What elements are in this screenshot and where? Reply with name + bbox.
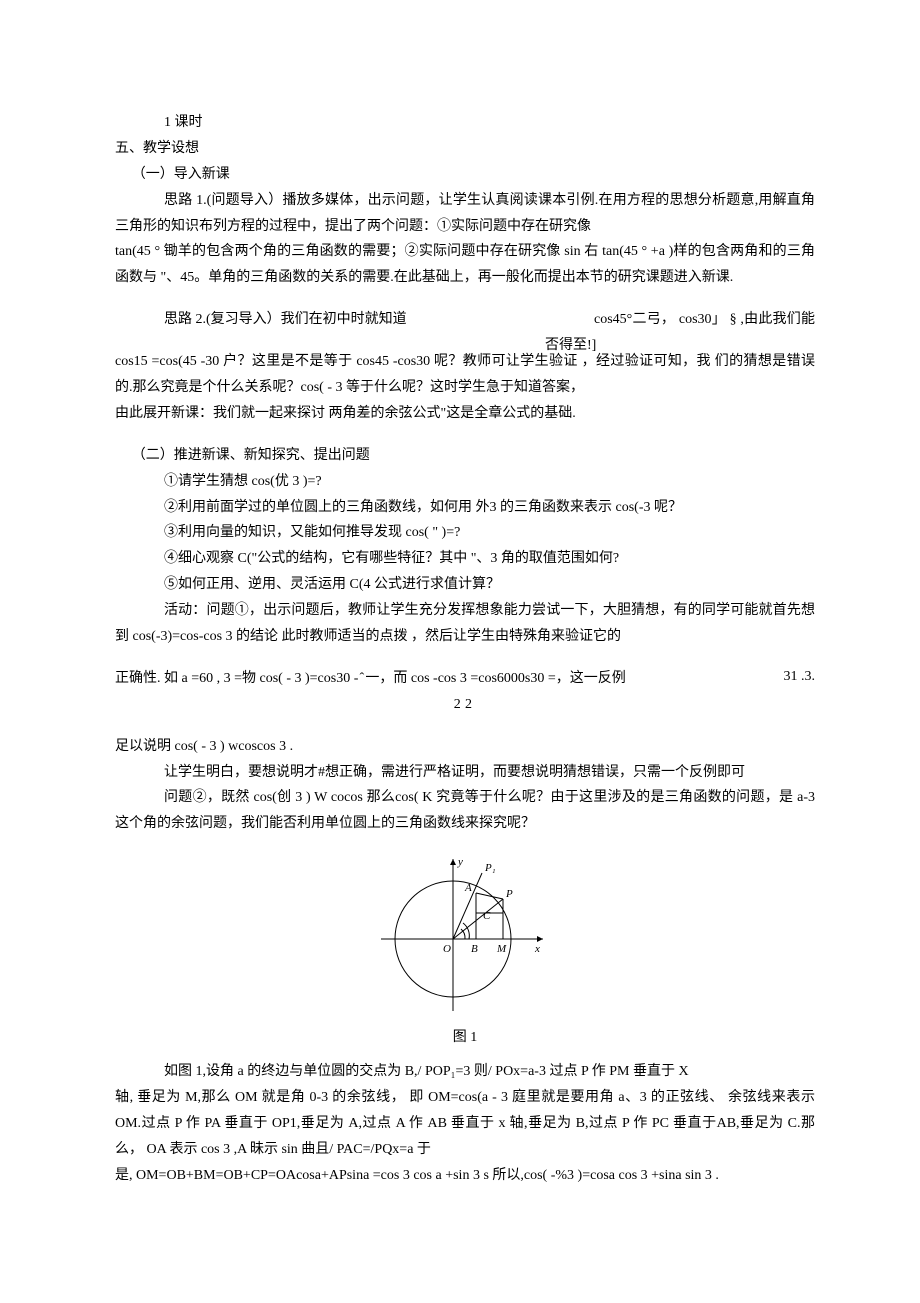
- question-5: ⑤如何正用、逆用、灵活运用 C(4 公式进行求值计算？: [115, 572, 815, 598]
- question-4: ④细心观察 C("公式的结构，它有哪些特征？其中 "、3 角的取值范围如何?: [115, 546, 815, 572]
- svg-text:B: B: [471, 943, 478, 955]
- proof-note: 让学生明白，要想说明才#想正确，需进行严格证明，而要想说明猜想错误，只需一个反例…: [115, 760, 815, 786]
- figure-1-caption: 图 1: [115, 1025, 815, 1051]
- activity-para: 活动：问题①，出示问题后，教师让学生充分发挥想象能力尝试一下，大胆猜想，有的同学…: [115, 598, 815, 650]
- unit-circle-diagram: O x y P₁ A P C B M: [375, 853, 555, 1013]
- svg-text:x: x: [534, 943, 540, 955]
- para-review-right: cos45°二弓， cos30」 § ,由此我们能否得至!]: [545, 307, 815, 359]
- svg-text:M: M: [496, 943, 507, 955]
- svg-text:O: O: [443, 943, 451, 955]
- counterexample-line: 足以说明 cos( - 3 ) wcoscos 3 .: [115, 734, 815, 760]
- svg-text:C: C: [483, 910, 491, 922]
- correctness-main: 正确性. 如 a =60 , 3 =物 cos( - 3 )=cos30 - ̂…: [115, 671, 626, 686]
- question2-expand: 问题②，既然 cos(创 3 ) W cocos 那么cos( K 究竟等于什么…: [115, 785, 815, 837]
- figure-explain-1: 如图 1,设角 a 的终边与单位圆的交点为 B,/ POP₁=3 则/ POx=…: [115, 1059, 815, 1085]
- section-5-title: 五、教学设想: [115, 136, 815, 162]
- correctness-line: 正确性. 如 a =60 , 3 =物 cos( - 3 )=cos30 - ̂…: [115, 666, 815, 692]
- correctness-frac-bottom: 22: [115, 692, 815, 718]
- para-intro-1: 思路 1.(问题导入）播放多媒体，出示问题，让学生认真阅读课本引例.在用方程的思…: [115, 188, 815, 240]
- figure-explain-2: 轴, 垂足为 M,那么 OM 就是角 0-3 的余弦线， 即 OM=cos(a …: [115, 1085, 815, 1163]
- question-1: ①请学生猜想 cos(优 3 )=?: [115, 469, 815, 495]
- svg-text:A: A: [464, 882, 472, 894]
- para-intro-2: tan(45 ° 锄羊的包含两个角的三角函数的需要；②实际问题中存在研究像 si…: [115, 239, 815, 291]
- question-2: ②利用前面学过的单位圆上的三角函数线，如何用 外3 的三角函数来表示 cos(-…: [115, 495, 815, 521]
- correctness-frac-top: 31 .3.: [784, 664, 816, 690]
- question-3: ③利用向量的知识，又能如何推导发现 cos( " )=?: [115, 520, 815, 546]
- para-review-line: 思路 2.(复习导入）我们在初中时就知道 cos45°二弓， cos30」 § …: [115, 307, 815, 333]
- class-hours: 1 课时: [115, 110, 815, 136]
- para-open-topic: 由此展开新课：我们就一起来探讨 两角差的余弦公式"这是全章公式的基础.: [115, 401, 815, 427]
- svg-text:P: P: [505, 888, 513, 900]
- svg-text:P₁: P₁: [484, 862, 496, 874]
- subsection-2-title: （二）推进新课、新知探究、提出问题: [115, 443, 815, 469]
- svg-text:y: y: [457, 856, 463, 868]
- figure-1: O x y P₁ A P C B M 图 1: [115, 853, 815, 1051]
- figure-explain-3: 是, OM=OB+BM=OB+CP=OAcosa+APsina =cos 3 c…: [115, 1163, 815, 1189]
- subsection-1-title: （一）导入新课: [115, 162, 815, 188]
- para-review-left: 思路 2.(复习导入）我们在初中时就知道: [164, 312, 407, 327]
